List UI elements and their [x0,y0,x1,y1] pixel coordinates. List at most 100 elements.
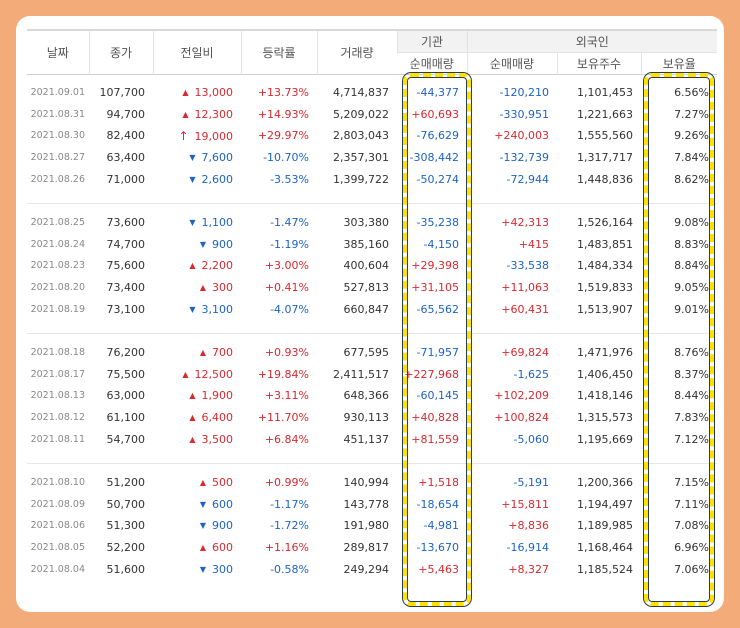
cell-rate: -1.19% [241,234,317,256]
cell-date: 2021.08.13 [27,385,89,407]
cell-close: 52,200 [89,537,153,559]
cell-holdings: 1,195,669 [557,428,641,450]
cell-close: 51,300 [89,515,153,537]
down-triangle-icon: ▼ [200,500,206,509]
cell-date: 2021.08.11 [27,428,89,450]
cell-holdings: 1,168,464 [557,537,641,559]
table-header: 날짜 종가 전일비 등락률 거래량 기관 외국인 순매매량 순매매량 보유주수 … [27,30,717,74]
cell-date: 2021.08.05 [27,537,89,559]
cell-holdings: 1,448,836 [557,168,641,190]
cell-volume: 2,803,043 [317,125,397,147]
change-value: 1,100 [202,216,234,229]
cell-rate: +0.99% [241,472,317,494]
table-spacer [27,334,717,342]
down-triangle-icon: ▼ [189,305,195,314]
change-value: 12,300 [195,108,234,121]
change-value: 3,100 [202,303,234,316]
up-triangle-icon: ▲ [200,478,206,487]
change-value: 900 [212,238,233,251]
cell-volume: 677,595 [317,342,397,364]
table-row: 2021.08.10 51,200 ▲ 500 +0.99% 140,994 +1,518 -… [27,472,717,494]
table-spacer [27,464,717,472]
cell-date: 2021.08.19 [27,298,89,320]
cell-date: 2021.09.01 [27,82,89,104]
header-rate: 등락률 [241,30,317,74]
cell-foreign-net: -5,191 [467,472,557,494]
up-triangle-icon: ▲ [182,370,188,379]
cell-volume: 451,137 [317,428,397,450]
change-value: 300 [212,281,233,294]
header-inst-net: 순매매량 [397,52,467,74]
cell-date: 2021.08.24 [27,234,89,256]
cell-close: 94,700 [89,104,153,126]
cell-rate: +19.84% [241,364,317,386]
table-row: 2021.08.11 54,700 ▲ 3,500 +6.84% 451,137 +81,5… [27,428,717,450]
cell-foreign-net: -330,951 [467,104,557,126]
cell-holdings: 1,194,497 [557,494,641,516]
cell-foreign-net: +100,824 [467,407,557,429]
cell-rate: +11.70% [241,407,317,429]
trading-table: 날짜 종가 전일비 등락률 거래량 기관 외국인 순매매량 순매매량 보유주수 … [27,29,717,580]
cell-change: ▲ 1,900 [153,385,241,407]
cell-date: 2021.08.18 [27,342,89,364]
table-row: 2021.09.01 107,700 ▲ 13,000 +13.73% 4,714,837… [27,82,717,104]
cell-close: 74,700 [89,234,153,256]
hold-ratio-column-highlight [644,73,714,606]
cell-holdings: 1,221,663 [557,104,641,126]
cell-change: ▲ 12,300 [153,104,241,126]
down-triangle-icon: ▼ [189,175,195,184]
cell-change: ▼ 600 [153,494,241,516]
down-triangle-icon: ▼ [189,218,195,227]
change-value: 6,400 [202,411,234,424]
change-value: 2,600 [202,173,234,186]
header-volume: 거래량 [317,30,397,74]
change-value: 700 [212,346,233,359]
cell-close: 63,400 [89,147,153,169]
cell-rate: +0.41% [241,277,317,299]
cell-change: ▼ 900 [153,234,241,256]
change-value: 13,000 [195,86,234,99]
cell-close: 82,400 [89,125,153,147]
cell-change: ▼ 3,100 [153,298,241,320]
cell-volume: 289,817 [317,537,397,559]
change-value: 300 [212,563,233,576]
cell-close: 73,600 [89,212,153,234]
table-body: 2021.09.01 107,700 ▲ 13,000 +13.73% 4,714,837… [27,74,717,580]
cell-date: 2021.08.20 [27,277,89,299]
cell-holdings: 1,189,985 [557,515,641,537]
cell-holdings: 1,317,717 [557,147,641,169]
cell-close: 75,500 [89,364,153,386]
cell-rate: -1.17% [241,494,317,516]
header-foreign-net: 순매매량 [467,52,557,74]
header-hold-ratio: 보유율 [641,52,717,74]
table-spacer [27,320,717,334]
cell-holdings: 1,483,851 [557,234,641,256]
cell-close: 50,700 [89,494,153,516]
header-foreign: 외국인 [467,30,717,52]
table-row: 2021.08.04 51,600 ▼ 300 -0.58% 249,294 +5,463 +… [27,558,717,580]
cell-volume: 385,160 [317,234,397,256]
cell-holdings: 1,471,976 [557,342,641,364]
upper-limit-arrow-icon: ↑ [178,129,188,143]
cell-change: ▼ 7,600 [153,147,241,169]
header-close: 종가 [89,30,153,74]
change-value: 500 [212,476,233,489]
cell-rate: -4.07% [241,298,317,320]
cell-date: 2021.08.06 [27,515,89,537]
change-value: 600 [212,498,233,511]
cell-close: 73,100 [89,298,153,320]
cell-rate: +13.73% [241,82,317,104]
cell-foreign-net: +69,824 [467,342,557,364]
cell-holdings: 1,101,453 [557,82,641,104]
cell-foreign-net: +11,063 [467,277,557,299]
cell-rate: -1.47% [241,212,317,234]
cell-holdings: 1,484,334 [557,255,641,277]
cell-change: ▼ 300 [153,558,241,580]
cell-volume: 5,209,022 [317,104,397,126]
cell-volume: 4,714,837 [317,82,397,104]
cell-change: ▲ 700 [153,342,241,364]
up-triangle-icon: ▲ [189,261,195,270]
cell-foreign-net: -72,944 [467,168,557,190]
cell-rate: +3.11% [241,385,317,407]
header-change: 전일비 [153,30,241,74]
